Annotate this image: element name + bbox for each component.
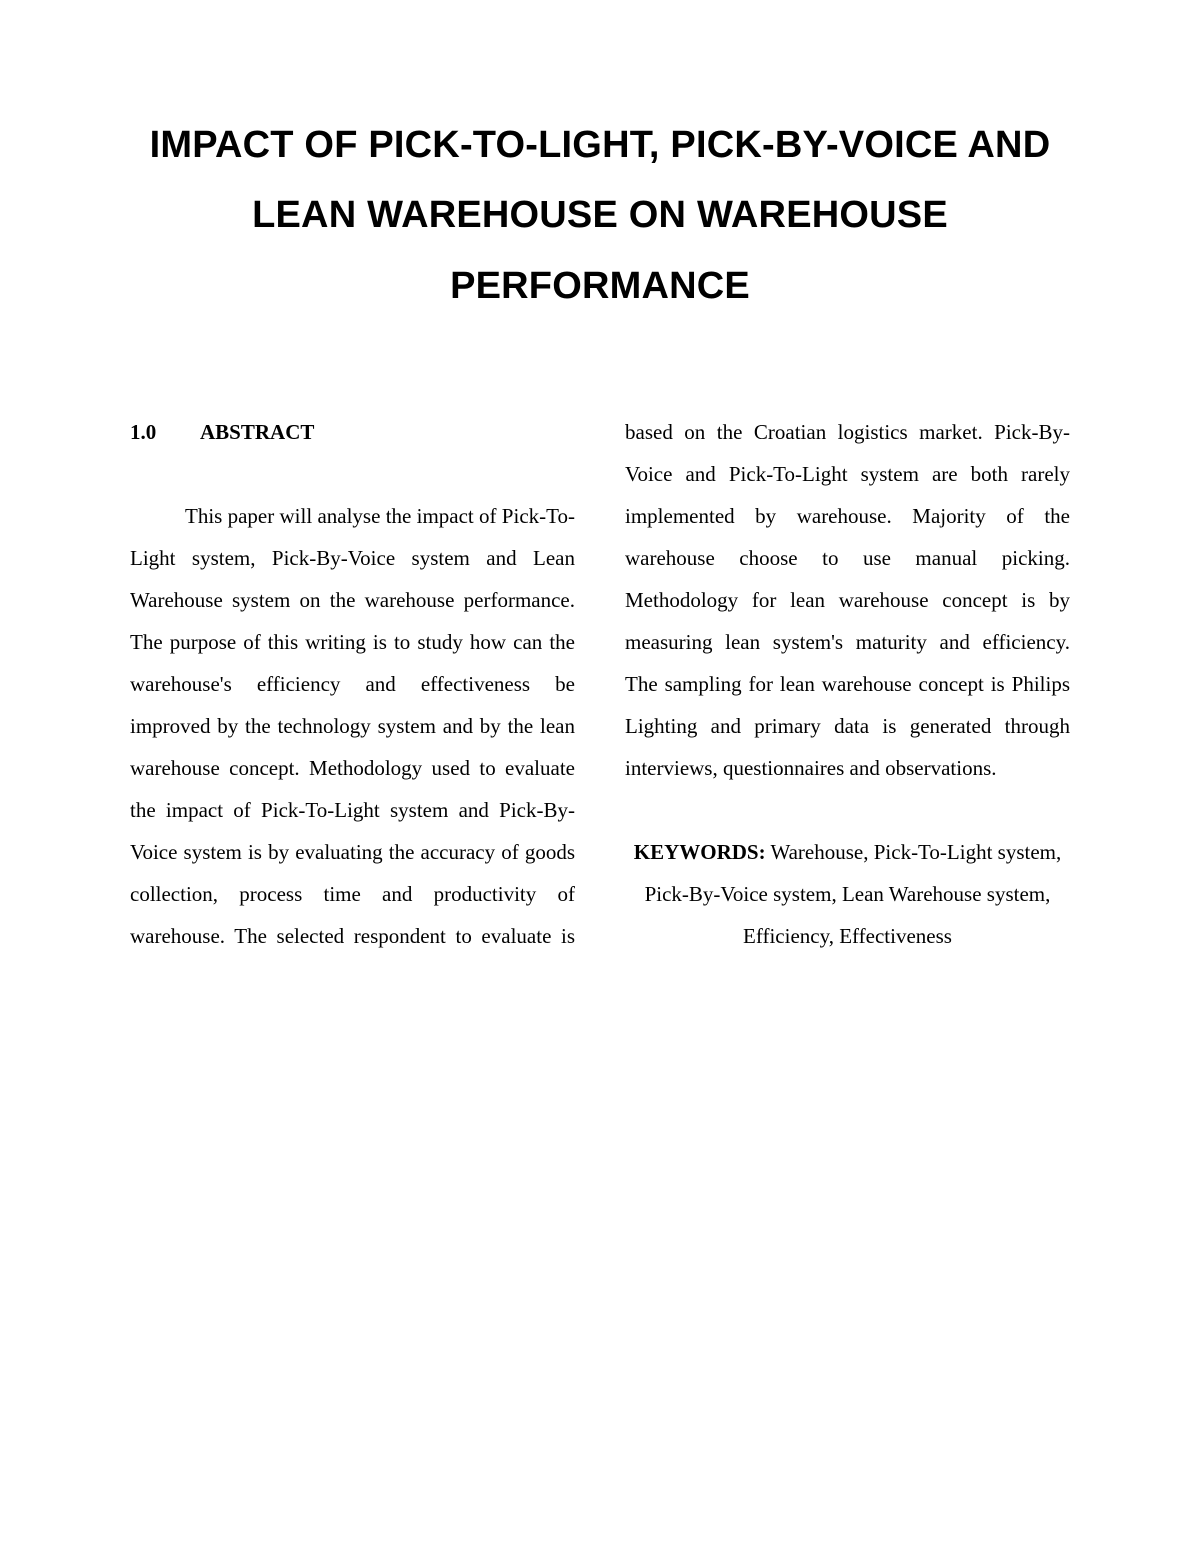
document-page: IMPACT OF PICK-TO-LIGHT, PICK-BY-VOICE A… <box>0 0 1200 1553</box>
paper-title: IMPACT OF PICK-TO-LIGHT, PICK-BY-VOICE A… <box>130 110 1070 321</box>
keywords-block: KEYWORDS: Warehouse, Pick-To-Light syste… <box>625 831 1070 957</box>
section-heading: 1.0ABSTRACT <box>130 411 575 453</box>
section-heading-text: ABSTRACT <box>200 420 314 444</box>
section-number: 1.0 <box>130 411 200 453</box>
two-column-body: 1.0ABSTRACT This paper will analyse the … <box>130 411 1070 957</box>
keywords-label: KEYWORDS: <box>634 840 766 864</box>
